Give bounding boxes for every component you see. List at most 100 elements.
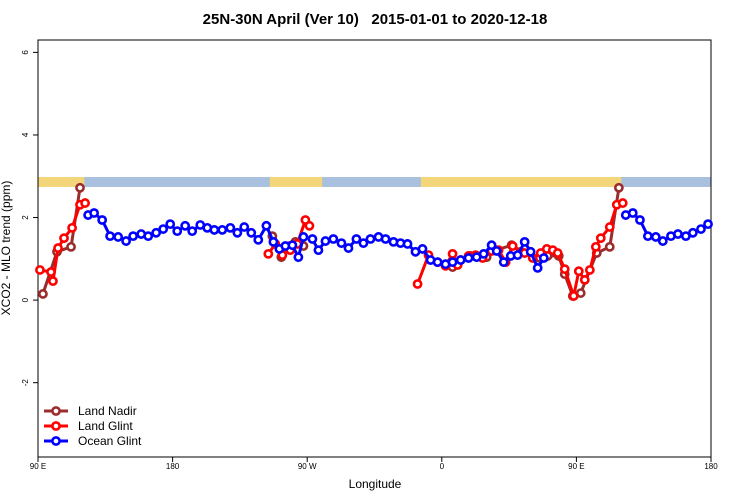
point [343, 243, 354, 253]
point [187, 226, 198, 237]
y-tick-label: 6 [21, 50, 30, 55]
y-tick-label: 0 [21, 297, 30, 302]
point [307, 234, 318, 244]
point [75, 182, 85, 193]
point [239, 222, 250, 232]
point [287, 240, 298, 251]
point [673, 229, 683, 239]
y-tick-label: 2 [21, 215, 30, 220]
point [298, 232, 309, 242]
point [38, 289, 48, 299]
point [573, 266, 584, 277]
point [512, 250, 523, 261]
point [172, 226, 183, 237]
point [595, 233, 606, 244]
point [263, 248, 274, 259]
point [688, 227, 698, 238]
point [604, 241, 615, 252]
point [158, 224, 169, 234]
point [519, 236, 530, 247]
point [328, 234, 339, 244]
point [358, 238, 369, 249]
point [165, 219, 176, 230]
legend-marker [51, 421, 61, 431]
point [604, 222, 615, 232]
point [417, 244, 428, 254]
point [128, 231, 139, 242]
point [579, 274, 590, 285]
point [217, 225, 228, 235]
point [113, 232, 124, 242]
point [590, 241, 601, 252]
point [313, 245, 324, 256]
point [538, 253, 549, 263]
ocean-strip [38, 177, 711, 187]
point [105, 231, 115, 242]
legend-label: Land Nadir [78, 404, 137, 418]
point [447, 248, 458, 259]
point [80, 198, 91, 208]
legend-marker [51, 406, 61, 416]
point [67, 222, 77, 233]
point [121, 236, 131, 246]
point [584, 265, 595, 275]
series-line [39, 201, 624, 302]
x-tick-label: 90 W [298, 462, 317, 471]
x-tick-label: 0 [440, 462, 445, 471]
point [261, 220, 272, 231]
point [246, 227, 257, 238]
land-strip [269, 177, 323, 187]
point [380, 234, 391, 244]
x-axis-title: Longitude [349, 477, 402, 491]
point [486, 240, 497, 251]
y-tick-label: 4 [21, 132, 30, 137]
point [351, 234, 362, 244]
point [478, 248, 489, 259]
point [412, 279, 423, 289]
point [703, 219, 713, 230]
x-tick-label: 90 E [568, 462, 584, 471]
point [151, 227, 162, 238]
point [365, 234, 376, 244]
point [432, 257, 443, 268]
point [402, 239, 413, 249]
point [525, 246, 536, 257]
point [696, 224, 706, 234]
point [180, 220, 191, 231]
point [507, 241, 518, 251]
x-tick-label: 90 E [30, 462, 46, 471]
point [89, 208, 99, 218]
point [97, 215, 108, 225]
land-strip [38, 177, 85, 187]
point [463, 253, 474, 263]
point [613, 182, 624, 193]
point [617, 198, 628, 208]
point [304, 220, 315, 231]
point [53, 243, 63, 253]
point [232, 227, 243, 238]
point [320, 236, 331, 246]
point [650, 232, 661, 242]
legend-label: Ocean Glint [78, 434, 142, 448]
point [48, 276, 58, 287]
y-tick-label: -2 [21, 379, 30, 387]
point [143, 231, 154, 242]
point [657, 236, 668, 246]
chart-title: 25N-30N April (Ver 10) 2015-01-01 to 202… [203, 11, 548, 28]
point [568, 291, 579, 301]
point [35, 265, 45, 275]
plot-frame [37, 39, 712, 458]
point [253, 234, 264, 245]
x-tick-label: 180 [166, 462, 180, 471]
point [293, 252, 304, 263]
point [532, 263, 543, 273]
point [635, 215, 645, 225]
point [559, 264, 570, 275]
point [59, 233, 69, 244]
point [642, 231, 653, 242]
point [46, 267, 56, 277]
y-axis-title: XCO2 - MLO trend (ppm) [0, 181, 13, 316]
point [66, 241, 76, 252]
point [627, 208, 638, 218]
